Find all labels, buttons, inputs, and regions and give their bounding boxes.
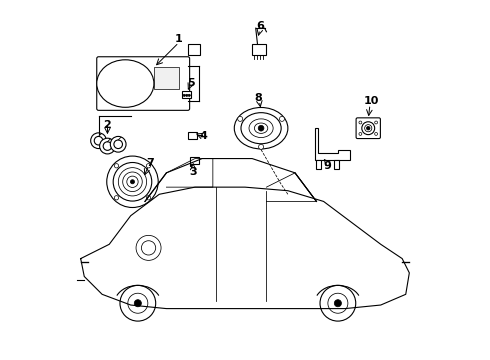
Text: 1: 1 [175,34,183,44]
Circle shape [375,121,377,124]
Text: 10: 10 [364,96,379,107]
Text: 4: 4 [200,131,208,141]
Text: 3: 3 [190,167,197,177]
Circle shape [142,241,156,255]
Circle shape [147,164,150,168]
Circle shape [127,176,138,188]
Circle shape [367,126,370,130]
Ellipse shape [97,60,154,107]
Bar [182,91,192,98]
Circle shape [188,94,190,96]
Bar [317,160,321,169]
Text: 9: 9 [323,161,331,171]
Text: 6: 6 [256,21,264,31]
Bar [334,160,339,169]
Circle shape [128,293,148,313]
Ellipse shape [234,108,288,149]
Circle shape [259,144,264,149]
Circle shape [114,140,122,149]
FancyBboxPatch shape [97,57,190,111]
Circle shape [334,300,342,307]
Circle shape [110,136,126,152]
Bar [121,89,126,94]
Circle shape [94,136,103,145]
Circle shape [186,94,188,96]
Circle shape [130,180,135,184]
Polygon shape [315,128,350,160]
Bar [128,89,134,94]
Bar [144,89,150,94]
Circle shape [258,125,264,131]
Circle shape [238,116,243,121]
Circle shape [114,164,119,168]
Circle shape [359,121,362,124]
Text: 8: 8 [255,93,263,103]
Polygon shape [190,157,198,166]
Circle shape [114,195,119,200]
Bar [188,132,197,139]
Circle shape [91,133,106,149]
Bar [113,89,119,94]
Circle shape [103,142,112,150]
Circle shape [136,235,161,260]
Circle shape [320,285,356,321]
FancyBboxPatch shape [356,118,380,139]
Bar [136,89,142,94]
Ellipse shape [254,123,268,134]
Circle shape [109,74,118,82]
Circle shape [107,156,158,207]
Circle shape [99,138,115,154]
Text: 5: 5 [188,78,195,88]
Ellipse shape [241,113,281,144]
Circle shape [328,293,348,313]
Circle shape [100,74,109,82]
Circle shape [120,285,156,321]
Circle shape [118,168,147,196]
Circle shape [359,132,362,135]
Ellipse shape [249,119,273,138]
Circle shape [122,172,142,192]
Circle shape [362,122,375,135]
Circle shape [375,132,377,135]
Circle shape [279,116,285,121]
Circle shape [365,125,372,132]
Polygon shape [188,44,200,55]
Bar [154,67,179,89]
Text: 2: 2 [103,120,111,130]
Text: 7: 7 [147,158,154,168]
Circle shape [183,94,185,96]
Circle shape [147,195,150,200]
Circle shape [134,300,142,307]
Circle shape [113,162,152,201]
Bar [252,44,267,55]
Bar [105,89,111,94]
